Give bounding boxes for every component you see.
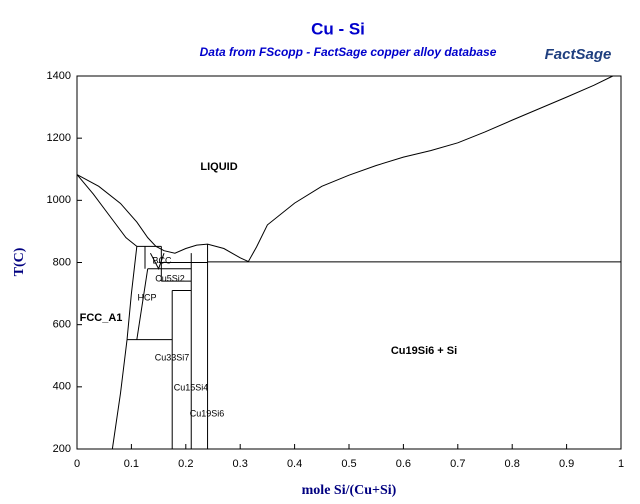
- annotation: BCC: [152, 255, 172, 265]
- x-tick-label: 0.4: [287, 458, 302, 470]
- annotation: LIQUID: [200, 161, 237, 173]
- x-tick-label: 0.1: [124, 458, 139, 470]
- x-tick-label: 0.3: [233, 458, 248, 470]
- annotation: FCC_A1: [80, 312, 123, 324]
- logo: FactSage: [545, 46, 612, 63]
- y-axis-label: T(C): [12, 247, 27, 276]
- x-tick-label: 0.9: [559, 458, 574, 470]
- y-tick-label: 1200: [47, 132, 71, 144]
- x-tick-label: 0.8: [505, 458, 520, 470]
- chart-title: Cu - Si: [311, 19, 365, 38]
- annotation: HCP: [137, 292, 156, 302]
- phase-boundary: [111, 246, 138, 450]
- phase-boundary: [136, 268, 149, 340]
- annotation: Cu19Si6 + Si: [391, 345, 457, 357]
- y-tick-label: 1000: [47, 194, 71, 206]
- phase-boundary: [76, 174, 138, 247]
- y-tick-label: 200: [53, 443, 71, 455]
- annotation: Cu19Si6: [190, 408, 225, 418]
- x-tick-label: 0.7: [450, 458, 465, 470]
- phase-boundary: [247, 75, 614, 262]
- y-tick-label: 600: [53, 319, 71, 331]
- y-tick-label: 800: [53, 256, 71, 268]
- x-tick-label: 0.5: [341, 458, 356, 470]
- x-tick-label: 0: [74, 458, 80, 470]
- y-tick-label: 1400: [47, 70, 71, 82]
- x-tick-label: 1: [618, 458, 624, 470]
- annotation: Cu5Si2: [155, 273, 185, 283]
- x-axis-label: mole Si/(Cu+Si): [302, 483, 397, 498]
- chart-subtitle: Data from FScopp - FactSage copper alloy…: [200, 45, 497, 59]
- phase-boundary: [76, 174, 249, 263]
- y-tick-label: 400: [53, 381, 71, 393]
- x-tick-label: 0.2: [178, 458, 193, 470]
- x-tick-label: 0.6: [396, 458, 411, 470]
